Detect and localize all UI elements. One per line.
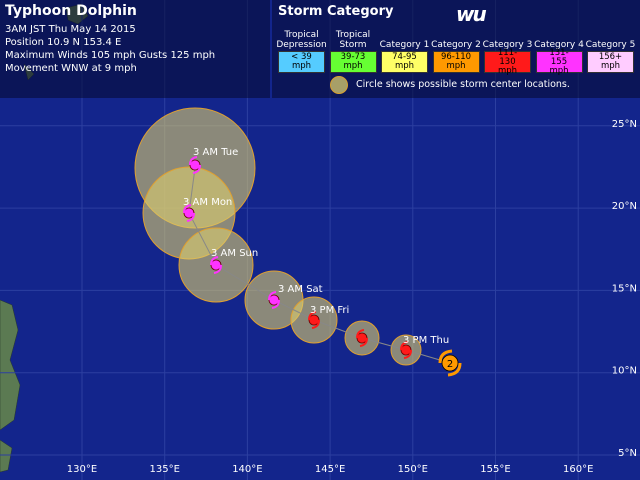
storm-title: Typhoon Dolphin: [5, 3, 137, 19]
category-name: Category 4: [534, 40, 584, 50]
legend-note: Circle shows possible storm center locat…: [356, 79, 570, 90]
forecast-track: 3 PM Thu 3 PM Fri 3 AM Sat 3 AM Sun 3 AM Mon…: [134, 107, 462, 377]
legend-category: Category 5 156+ mph: [585, 30, 636, 73]
logo: wu: [456, 2, 487, 26]
category-range: < 39 mph: [278, 51, 325, 73]
info-panel: Typhoon Dolphin 3AM JST Thu May 14 2015 …: [0, 0, 270, 98]
forecast-label: 3 PM Fri: [310, 305, 349, 316]
philippines: [0, 299, 21, 431]
forecast-label: 3 PM Thu: [403, 335, 449, 346]
longitude-label: 150°E: [398, 464, 428, 475]
longitude-label: 155°E: [480, 464, 510, 475]
info-line: 3AM JST Thu May 14 2015: [5, 24, 136, 35]
storm-icon-arm: [189, 156, 201, 174]
category-range: 96-110 mph: [432, 51, 480, 73]
longitude-label: 145°E: [315, 464, 345, 475]
forecast-label: 3 AM Sun: [211, 248, 258, 259]
latitude-label: 15°N: [612, 283, 637, 294]
legend-category: Category 4 131-155 mph: [534, 30, 585, 75]
latitude-label: 25°N: [612, 119, 637, 130]
category-range: 111-130 mph: [484, 48, 531, 75]
storm-icon-arm: [183, 204, 195, 222]
category-name: Category 3: [482, 40, 533, 50]
longitude-label: 160°E: [563, 464, 593, 475]
cone-icon: [330, 76, 348, 94]
island: [0, 439, 13, 473]
category-name: Category 5: [585, 40, 636, 50]
category-range: 131-155 mph: [535, 48, 583, 75]
latitude-label: 10°N: [612, 366, 637, 377]
info-line: Movement WNW at 9 mph: [5, 63, 137, 74]
legend-title: Storm Category: [278, 4, 394, 19]
category-range: 39-73 mph: [329, 51, 377, 73]
category-range: 74-95 mph: [381, 51, 428, 73]
legend-category: Tropical Storm 39-73 mph: [328, 30, 379, 73]
category-name: Tropical Storm: [335, 30, 371, 50]
storm-icon-arm: [210, 256, 222, 274]
latitude-label: 20°N: [612, 201, 637, 212]
storm-icon-arm: [268, 291, 280, 309]
forecast-label: 3 AM Tue: [193, 147, 238, 158]
legend-category: Category 1 74-95 mph: [379, 30, 430, 73]
longitude-label: 130°E: [67, 464, 97, 475]
storm-icon-arm: [400, 341, 412, 359]
track-line: [188, 167, 451, 364]
longitude-label: 135°E: [149, 464, 179, 475]
forecast-label: 3 AM Mon: [183, 197, 232, 208]
info-line: Maximum Winds 105 mph Gusts 125 mph: [5, 50, 216, 61]
info-line: Position 10.9 N 153.4 E: [5, 37, 122, 48]
legend-category: Category 2 96-110 mph: [431, 30, 482, 73]
legend-category: Category 3 111-130 mph: [482, 30, 533, 75]
category-name: Category 1: [379, 40, 430, 50]
storm-icon-arm: [356, 329, 368, 347]
category-name: Category 2: [431, 40, 481, 50]
category-range: 156+ mph: [587, 51, 634, 73]
current-storm-label: 2: [447, 359, 453, 370]
legend: Storm Category wu Circle shows possible …: [272, 0, 640, 98]
forecast-label: 3 AM Sat: [278, 284, 323, 295]
storm-icon-arm: [308, 311, 320, 329]
current-storm-arm: [438, 349, 462, 377]
legend-category: Tropical Depression < 39 mph: [276, 30, 327, 73]
longitude-label: 140°E: [232, 464, 262, 475]
category-name: Tropical Depression: [276, 30, 327, 50]
current-storm: [441, 354, 459, 372]
latitude-label: 5°N: [618, 448, 637, 459]
